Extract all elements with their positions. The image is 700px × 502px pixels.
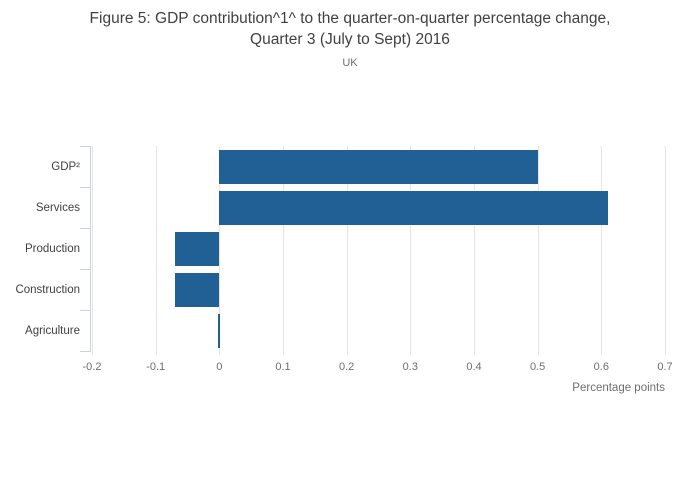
- chart-title: Figure 5: GDP contribution^1^ to the qua…: [89, 10, 611, 48]
- y-axis-tick: [80, 187, 90, 188]
- x-tick-label: -0.1: [146, 361, 166, 373]
- x-tick-label: 0.2: [339, 361, 355, 373]
- y-axis-tick: [80, 269, 90, 270]
- x-tick-label: 0.1: [275, 361, 291, 373]
- x-axis-tick: [474, 351, 475, 355]
- gridline: [346, 146, 348, 351]
- x-axis-title: Percentage points: [572, 382, 665, 394]
- x-tick-label: 0.4: [466, 361, 482, 373]
- x-axis-tick: [665, 351, 666, 355]
- gridline: [155, 146, 157, 351]
- x-axis-tick: [410, 351, 412, 355]
- gridline: [474, 146, 475, 351]
- y-category-label: Construction: [15, 283, 80, 296]
- x-tick-label: 0.6: [593, 361, 609, 373]
- x-axis-tick: [601, 351, 603, 355]
- y-axis-line: [90, 146, 91, 352]
- x-tick-label: 0: [216, 361, 223, 373]
- y-axis-tick: [80, 228, 90, 229]
- x-axis-tick: [346, 351, 348, 355]
- x-tick-label: 0.5: [530, 361, 546, 373]
- y-category-label: Agriculture: [25, 324, 80, 337]
- y-category-label: Services: [35, 201, 80, 214]
- bar-construction[interactable]: [174, 272, 220, 307]
- gridline: [283, 146, 284, 351]
- x-axis-tick: [92, 351, 93, 355]
- gridline: [665, 146, 666, 351]
- plot-area: [80, 146, 666, 355]
- gridline: [601, 146, 603, 351]
- x-tick-label: -0.2: [82, 361, 102, 373]
- x-axis-tick: [155, 351, 157, 355]
- y-axis-tick: [80, 351, 90, 352]
- gridline: [92, 146, 93, 351]
- y-category-label: Production: [25, 242, 80, 255]
- bar-agriculture[interactable]: [218, 313, 221, 348]
- x-tick-label: 0.3: [402, 361, 418, 373]
- y-category-label: GDP²: [51, 160, 80, 173]
- gridline: [537, 146, 539, 351]
- bar-gdp[interactable]: [219, 149, 538, 184]
- x-axis-tick: [219, 351, 221, 355]
- chart-subtitle: UK: [342, 57, 358, 69]
- bar-services[interactable]: [219, 190, 608, 225]
- x-tick-label: 0.7: [657, 361, 673, 373]
- bar-production[interactable]: [174, 231, 220, 266]
- gridline: [410, 146, 412, 351]
- y-axis-tick: [80, 310, 90, 311]
- x-axis-tick: [537, 351, 539, 355]
- y-axis-tick: [80, 146, 90, 147]
- x-axis-tick: [283, 351, 284, 355]
- gridline: [219, 146, 221, 351]
